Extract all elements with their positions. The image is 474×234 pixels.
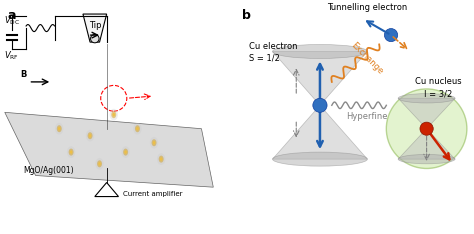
Ellipse shape	[398, 154, 455, 164]
Polygon shape	[273, 51, 367, 105]
Ellipse shape	[136, 127, 139, 130]
Ellipse shape	[97, 160, 102, 167]
Ellipse shape	[67, 146, 75, 158]
Text: MgO/Ag(001): MgO/Ag(001)	[24, 166, 74, 175]
Circle shape	[313, 98, 327, 112]
Text: Cu electron: Cu electron	[249, 42, 297, 51]
Ellipse shape	[95, 158, 104, 170]
Polygon shape	[5, 112, 213, 187]
Circle shape	[91, 34, 99, 43]
Ellipse shape	[55, 123, 64, 135]
Polygon shape	[83, 14, 107, 42]
Text: B: B	[20, 70, 27, 79]
Ellipse shape	[273, 44, 367, 58]
Ellipse shape	[70, 150, 73, 154]
Polygon shape	[273, 105, 367, 159]
Ellipse shape	[133, 123, 142, 135]
Text: Current amplifier: Current amplifier	[123, 191, 183, 197]
Ellipse shape	[109, 109, 118, 121]
Ellipse shape	[58, 127, 61, 130]
Text: Cu nucleus: Cu nucleus	[415, 77, 462, 86]
Text: S = 1/2: S = 1/2	[249, 54, 280, 63]
Ellipse shape	[159, 156, 164, 163]
Ellipse shape	[57, 125, 62, 132]
Ellipse shape	[98, 162, 101, 166]
Circle shape	[420, 122, 433, 135]
Ellipse shape	[153, 141, 155, 144]
Polygon shape	[398, 129, 455, 159]
Text: $V_{\mathrm{RF}}$: $V_{\mathrm{RF}}$	[4, 50, 19, 62]
Polygon shape	[398, 98, 455, 129]
Text: I = 3/2: I = 3/2	[424, 89, 453, 98]
Text: Exchange: Exchange	[350, 41, 385, 76]
Ellipse shape	[157, 153, 165, 165]
Ellipse shape	[86, 130, 94, 142]
Text: Tunnelling electron: Tunnelling electron	[327, 3, 408, 11]
Ellipse shape	[69, 149, 73, 156]
Polygon shape	[95, 183, 118, 197]
Ellipse shape	[273, 152, 367, 166]
Circle shape	[384, 29, 398, 42]
Ellipse shape	[121, 146, 130, 158]
Text: Tip: Tip	[89, 21, 101, 30]
Text: a: a	[7, 9, 16, 22]
Text: Hyperfine: Hyperfine	[346, 113, 388, 121]
Ellipse shape	[160, 157, 163, 161]
Ellipse shape	[135, 125, 140, 132]
Circle shape	[386, 89, 467, 168]
Ellipse shape	[150, 137, 158, 149]
Text: $V_{\mathrm{DC}}$: $V_{\mathrm{DC}}$	[4, 15, 20, 27]
Ellipse shape	[398, 94, 455, 103]
Ellipse shape	[124, 150, 127, 154]
Ellipse shape	[88, 132, 92, 139]
Ellipse shape	[89, 134, 91, 137]
Ellipse shape	[111, 111, 116, 118]
Ellipse shape	[112, 113, 115, 116]
Ellipse shape	[152, 139, 156, 146]
Text: b: b	[242, 9, 251, 22]
Ellipse shape	[123, 149, 128, 156]
